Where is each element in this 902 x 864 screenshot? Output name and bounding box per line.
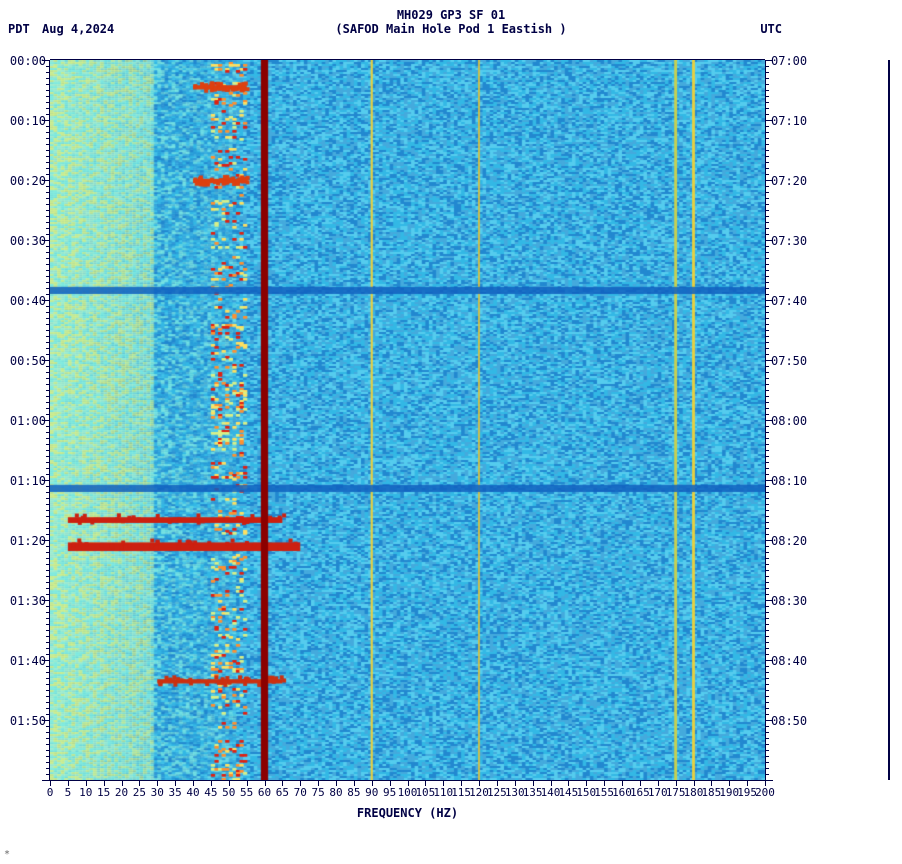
right-time-tick: 08:00 xyxy=(771,414,815,428)
tick-mark xyxy=(765,660,773,661)
right-time-tick: 08:20 xyxy=(771,534,815,548)
tick-mark xyxy=(50,59,765,60)
timezone-right: UTC xyxy=(760,22,782,36)
tick-mark xyxy=(42,780,50,781)
left-time-tick: 00:10 xyxy=(2,114,46,128)
tick-mark xyxy=(765,780,766,786)
right-time-tick: 07:20 xyxy=(771,174,815,188)
left-time-tick: 00:30 xyxy=(2,234,46,248)
left-time-tick: 01:30 xyxy=(2,594,46,608)
tick-mark xyxy=(50,780,765,781)
tick-mark xyxy=(765,60,766,780)
xaxis-label: FREQUENCY (HZ) xyxy=(50,806,765,820)
tick-mark xyxy=(765,720,773,721)
spectrogram-plot xyxy=(50,60,765,780)
right-time-tick: 08:50 xyxy=(771,714,815,728)
right-time-tick: 07:10 xyxy=(771,114,815,128)
left-time-tick: 01:20 xyxy=(2,534,46,548)
xaxis-tick: 200 xyxy=(755,786,775,799)
left-time-tick: 00:50 xyxy=(2,354,46,368)
tick-mark xyxy=(765,420,773,421)
tick-mark xyxy=(765,600,773,601)
right-time-tick: 07:50 xyxy=(771,354,815,368)
right-time-tick: 07:30 xyxy=(771,234,815,248)
tick-mark xyxy=(765,360,773,361)
right-time-tick: 08:10 xyxy=(771,474,815,488)
right-scale-bar xyxy=(888,60,890,780)
footer-mark: * xyxy=(4,849,10,860)
spectrogram-canvas xyxy=(50,60,765,780)
left-time-tick: 01:00 xyxy=(2,414,46,428)
left-time-tick: 01:10 xyxy=(2,474,46,488)
tick-mark xyxy=(765,240,773,241)
timezone-left: PDT xyxy=(8,22,30,36)
tick-mark xyxy=(765,120,773,121)
right-time-tick: 07:40 xyxy=(771,294,815,308)
tick-mark xyxy=(765,60,773,61)
tick-mark xyxy=(765,180,773,181)
tick-mark xyxy=(765,780,773,781)
left-time-tick: 00:00 xyxy=(2,54,46,68)
tick-mark xyxy=(765,480,773,481)
left-time-tick: 00:40 xyxy=(2,294,46,308)
tick-mark xyxy=(765,540,773,541)
left-time-tick: 00:20 xyxy=(2,174,46,188)
right-time-tick: 08:30 xyxy=(771,594,815,608)
tick-mark xyxy=(49,60,50,780)
tick-mark xyxy=(765,300,773,301)
title-line-1: MH029 GP3 SF 01 xyxy=(0,8,902,22)
left-time-tick: 01:40 xyxy=(2,654,46,668)
right-time-tick: 07:00 xyxy=(771,54,815,68)
right-time-tick: 08:40 xyxy=(771,654,815,668)
date-label: Aug 4,2024 xyxy=(42,22,114,36)
left-time-tick: 01:50 xyxy=(2,714,46,728)
